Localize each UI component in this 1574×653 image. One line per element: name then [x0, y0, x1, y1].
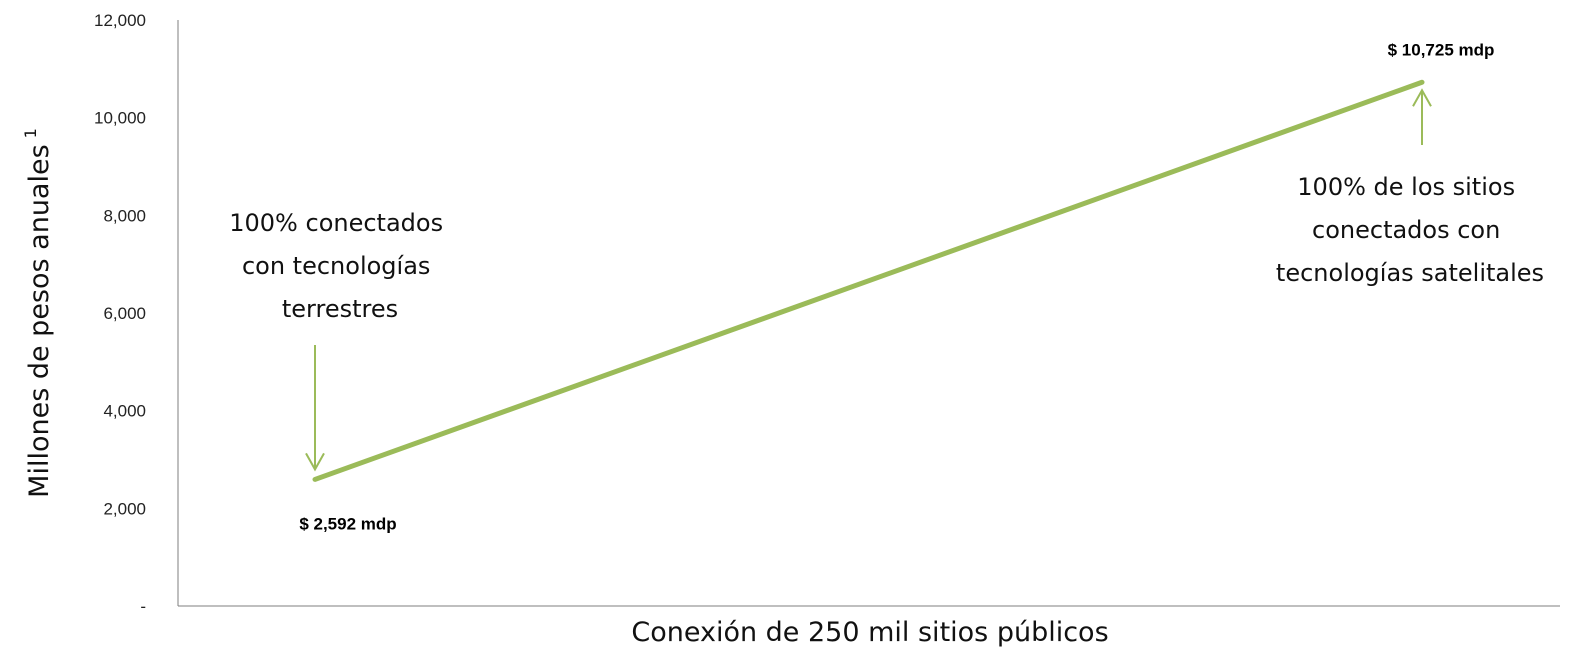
annotation-satellite: 100% de los sitios conectados con tecnol…: [1276, 173, 1544, 287]
data-label-start: $ 2,592 mdp: [299, 514, 396, 533]
y-tick-label: 10,000: [94, 109, 146, 128]
annotation-arrow-down: [305, 345, 325, 472]
y-tick-label: 12,000: [94, 11, 146, 30]
y-tick-label: 4,000: [103, 402, 146, 421]
y-axis-label: Millones de pesos anuales1: [21, 128, 55, 498]
data-label-end: $ 10,725 mdp: [1388, 40, 1495, 59]
annotation-terrestrial: 100% conectados con tecnologías terrestr…: [229, 209, 450, 323]
annotation-terrestrial-line-3: terrestres: [282, 295, 398, 323]
annotation-satellite-line-3: tecnologías satelitales: [1276, 259, 1544, 287]
annotation-satellite-line-2: conectados con: [1312, 216, 1500, 244]
annotation-terrestrial-line-1: 100% conectados: [229, 209, 443, 237]
annotation-arrow-up: [1412, 88, 1432, 145]
y-tick-labels: - 2,000 4,000 6,000 8,000 10,000 12,000: [94, 11, 146, 616]
y-tick-label: 6,000: [103, 304, 146, 323]
y-tick-label: -: [140, 597, 146, 616]
arrow-head: [1412, 88, 1432, 107]
annotation-satellite-line-1: 100% de los sitios: [1297, 173, 1515, 201]
y-tick-label: 2,000: [103, 499, 146, 518]
annotation-terrestrial-line-2: con tecnologías: [242, 252, 430, 280]
series-line: [312, 79, 1425, 482]
y-tick-label: 8,000: [103, 206, 146, 225]
x-axis-label: Conexión de 250 mil sitios públicos: [631, 617, 1108, 648]
arrow-head: [305, 452, 325, 472]
